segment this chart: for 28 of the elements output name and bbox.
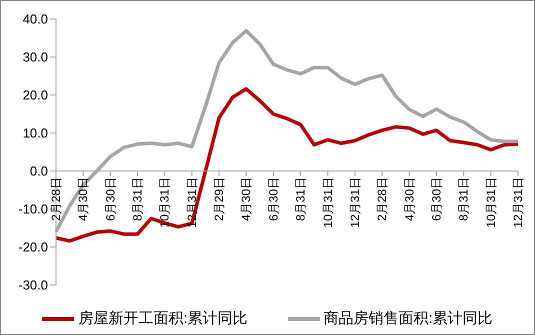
x-tick-label: 2月28日 [375,177,390,222]
x-tick-label: 6月30日 [266,177,280,222]
x-tick-label: 10月31日 [320,177,335,228]
x-tick-label: 8月31日 [130,177,145,222]
x-tick-label: 4月30日 [76,177,90,222]
x-tick-label: 6月30日 [103,177,118,222]
x-tick-label: 12月31日 [184,177,199,228]
y-tick-label: -30.0 [18,278,48,293]
y-tick-label: -20.0 [18,240,48,255]
x-tick-label: 12月31日 [511,177,525,228]
y-tick-label: 10.0 [22,126,48,141]
x-tick-label: 12月31日 [348,177,362,228]
x-tick-label: 6月30日 [429,177,444,222]
x-tick-label: 10月31日 [484,177,498,228]
x-tick-label: 8月31日 [456,177,471,222]
x-tick-label: 4月30日 [402,177,416,222]
x-tick-label: 8月31日 [294,177,308,222]
y-tick-label: 30.0 [22,50,48,65]
y-tick-label: 0.0 [30,164,48,179]
x-tick-label: 10月31日 [158,177,172,228]
legend-label: 商品房销售面积:累计同比 [324,309,493,328]
x-tick-label: 4月30日 [239,177,254,222]
y-tick-label: 20.0 [22,88,48,103]
y-tick-label: 40.0 [22,12,48,27]
x-tick-label: 2月29日 [212,177,226,222]
legend-label: 房屋新开工面积:累计同比 [78,309,248,328]
x-tick-label: 2月28日 [49,177,63,222]
y-tick-label: -10.0 [18,202,48,217]
